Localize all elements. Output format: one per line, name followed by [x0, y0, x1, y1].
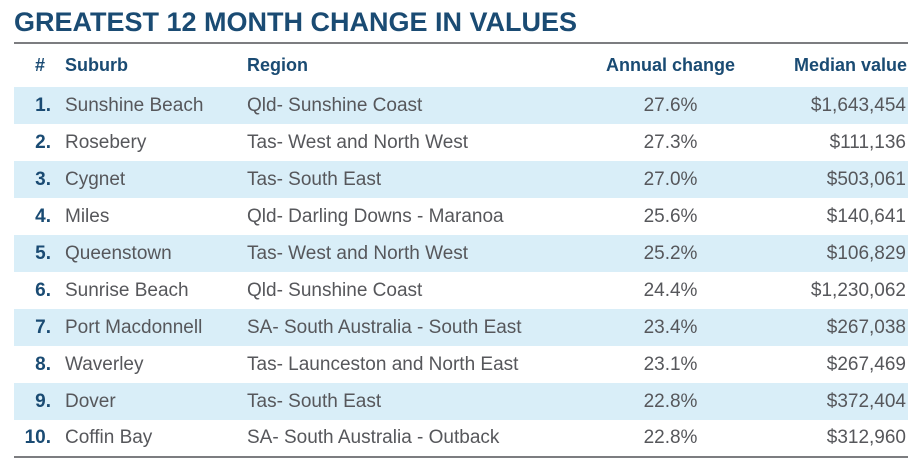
suburb-cell: Dover [65, 390, 116, 412]
table-row: 4. Miles Qld- Darling Downs - Maranoa 25… [14, 198, 908, 235]
table-row: 6. Sunrise Beach Qld- Sunshine Coast 24.… [14, 272, 908, 309]
median-value-cell: $267,038 [826, 316, 906, 338]
page-title: GREATEST 12 MONTH CHANGE IN VALUES [14, 5, 908, 44]
column-header-rank: # [34, 55, 45, 75]
annual-change-cell: 25.2% [643, 242, 698, 264]
annual-change-cell: 27.0% [643, 168, 698, 190]
region-cell: SA- South Australia - Outback [247, 427, 500, 448]
annual-change-cell: 24.4% [643, 279, 698, 301]
suburb-cell: Port Macdonnell [65, 316, 203, 338]
header-row: # Suburb Region Annual change Median val… [14, 44, 908, 87]
rank-cell: 6. [35, 279, 51, 301]
annual-change-cell: 27.3% [643, 131, 698, 153]
table-row: 7. Port Macdonnell SA- South Australia -… [14, 309, 908, 346]
suburb-cell: Queenstown [65, 242, 172, 264]
median-value-cell: $1,643,454 [810, 94, 906, 116]
annual-change-cell: 25.6% [643, 205, 698, 227]
region-cell: Tas- South East [247, 168, 382, 190]
column-header-annual-change: Annual change [605, 55, 735, 75]
rank-cell: 9. [35, 390, 51, 412]
table-row: 2. Rosebery Tas- West and North West 27.… [14, 124, 908, 161]
table-header: # Suburb Region Annual change Median val… [14, 44, 908, 87]
greatest-change-table: # Suburb Region Annual change Median val… [14, 44, 908, 458]
rank-cell: 5. [35, 242, 51, 264]
suburb-cell: Sunrise Beach [65, 279, 189, 301]
region-cell: Tas- South East [247, 390, 382, 412]
median-value-cell: $312,960 [826, 427, 906, 448]
suburb-cell: Rosebery [65, 131, 147, 153]
suburb-cell: Coffin Bay [65, 427, 153, 448]
rank-cell: 2. [35, 131, 51, 153]
region-cell: Qld- Sunshine Coast [247, 279, 423, 301]
median-value-cell: $111,136 [829, 131, 906, 153]
region-cell: Tas- West and North West [247, 131, 469, 153]
table-body: 1. Sunshine Beach Qld- Sunshine Coast 27… [14, 87, 908, 457]
table-row: 1. Sunshine Beach Qld- Sunshine Coast 27… [14, 87, 908, 124]
region-cell: Tas- West and North West [247, 242, 469, 264]
rank-cell: 4. [35, 205, 51, 227]
suburb-cell: Waverley [65, 353, 144, 375]
region-cell: Qld- Sunshine Coast [247, 94, 423, 116]
table-row: 10. Coffin Bay SA- South Australia - Out… [14, 420, 908, 457]
median-value-cell: $372,404 [826, 390, 906, 412]
suburb-cell: Sunshine Beach [65, 94, 204, 116]
table-row: 9. Dover Tas- South East 22.8% $372,404 [14, 383, 908, 420]
annual-change-cell: 27.6% [643, 94, 698, 116]
rank-cell: 3. [35, 168, 51, 190]
median-value-cell: $106,829 [826, 242, 906, 264]
rank-cell: 8. [35, 353, 51, 375]
column-header-suburb: Suburb [65, 55, 128, 75]
annual-change-cell: 22.8% [643, 427, 698, 448]
annual-change-cell: 22.8% [643, 390, 698, 412]
suburb-cell: Cygnet [65, 168, 126, 190]
annual-change-cell: 23.4% [643, 316, 698, 338]
column-header-median-value: Median value [793, 55, 907, 75]
median-value-cell: $140,641 [826, 205, 906, 227]
median-value-cell: $267,469 [826, 353, 906, 375]
rank-cell: 10. [24, 427, 51, 448]
suburb-cell: Miles [65, 205, 110, 227]
annual-change-cell: 23.1% [643, 353, 698, 375]
region-cell: Tas- Launceston and North East [247, 353, 519, 375]
rank-cell: 1. [35, 94, 51, 116]
table-row: 3. Cygnet Tas- South East 27.0% $503,061 [14, 161, 908, 198]
region-cell: SA- South Australia - South East [247, 316, 522, 338]
table-row: 8. Waverley Tas- Launceston and North Ea… [14, 346, 908, 383]
median-value-cell: $1,230,062 [810, 279, 906, 301]
median-value-cell: $503,061 [826, 168, 906, 190]
rank-cell: 7. [35, 316, 51, 338]
column-header-region: Region [247, 55, 308, 75]
region-cell: Qld- Darling Downs - Maranoa [247, 205, 504, 227]
table-row: 5. Queenstown Tas- West and North West 2… [14, 235, 908, 272]
